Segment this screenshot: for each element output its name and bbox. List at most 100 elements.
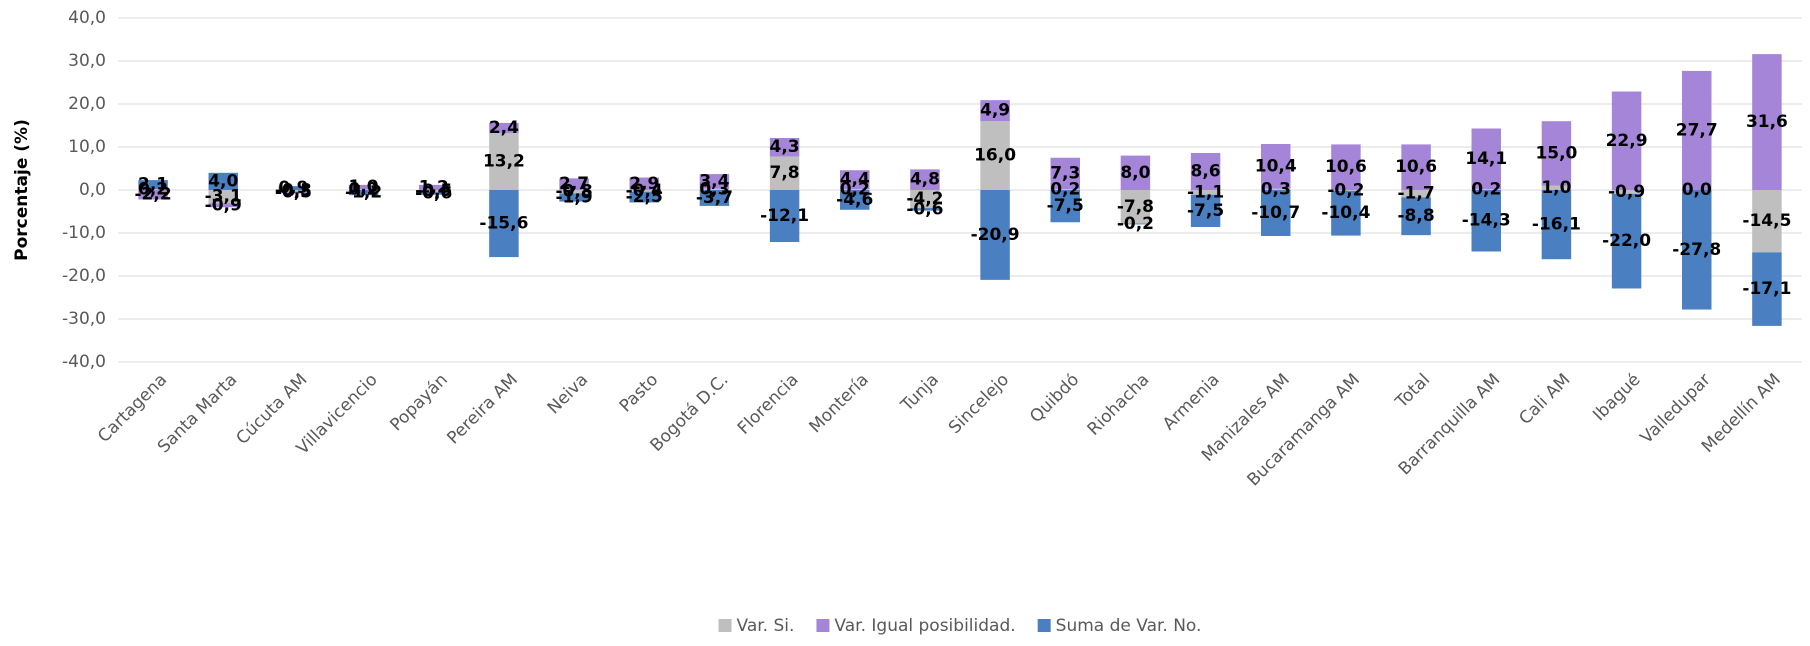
data-label: -12,1: [760, 206, 809, 226]
data-label: 3,4: [699, 171, 729, 191]
x-tick-label: Florencia: [734, 370, 803, 439]
bar-segment: [1120, 223, 1151, 225]
bar-segment: [559, 190, 589, 194]
bar-segment: [278, 186, 309, 190]
data-label: 31,6: [1746, 112, 1788, 132]
bar-segment: [699, 188, 730, 190]
data-label: 1,2: [419, 177, 449, 197]
data-label: 8,6: [1191, 162, 1221, 182]
data-label: -0,4: [626, 181, 663, 201]
bar-segment: [1261, 190, 1291, 237]
bar-segment: [1541, 121, 1572, 186]
data-label: -1,7: [1397, 184, 1434, 204]
data-label: 14,1: [1465, 149, 1507, 169]
data-label: -8,8: [1397, 206, 1434, 226]
x-tick-label: Ibagué: [1589, 370, 1644, 425]
bar-segment: [980, 190, 1010, 280]
legend-label: Suma de Var. No.: [1056, 616, 1202, 636]
bar-segment: [208, 172, 238, 190]
bar-segment: [1611, 190, 1642, 194]
bar-segment: [1752, 252, 1782, 326]
data-label: 4,3: [770, 137, 800, 157]
bar-segment: [1331, 190, 1361, 191]
data-label: -7,8: [1117, 197, 1154, 217]
data-label: -0,6: [415, 183, 452, 203]
bar-segment: [1331, 144, 1361, 190]
bar-segment: [348, 190, 379, 196]
data-label: -0,6: [906, 199, 943, 219]
x-tick-label: Montería: [806, 370, 873, 437]
data-label: 0,3: [699, 179, 729, 199]
bar-segment: [769, 190, 800, 243]
data-label: 8,0: [1120, 163, 1150, 183]
data-label: 27,7: [1676, 120, 1718, 140]
bar-segment: [1401, 144, 1431, 190]
data-label: -1,1: [1187, 182, 1224, 202]
data-label: 16,0: [974, 146, 1016, 166]
bar-segment: [629, 190, 659, 192]
data-label: -4,2: [906, 189, 943, 209]
bar-segment: [1120, 190, 1151, 224]
bar-segment: [489, 190, 519, 258]
x-tick-label: Quibdó: [1026, 370, 1083, 427]
bar-segment: [840, 170, 870, 190]
data-label: 0,2: [840, 180, 870, 200]
bar-segment: [1190, 190, 1221, 195]
bar-segment: [138, 189, 168, 190]
x-tick-label: Armenia: [1159, 370, 1224, 435]
data-label: -3,7: [696, 188, 733, 208]
data-label: 4,8: [910, 170, 940, 190]
data-label: -15,6: [479, 214, 528, 234]
data-label: 7,3: [1050, 163, 1080, 183]
bar-segment: [1471, 128, 1501, 190]
y-tick-label: -30,0: [62, 309, 106, 329]
bar-segment: [1050, 157, 1080, 190]
data-label: 4,4: [840, 170, 870, 190]
bar-segment: [1611, 193, 1642, 289]
data-label: 4,0: [208, 171, 238, 191]
bar-segment: [559, 193, 589, 202]
data-label: -0,2: [1327, 180, 1364, 200]
data-label: -0,5: [275, 182, 312, 202]
data-label: -2,5: [626, 187, 663, 207]
data-label: -20,9: [971, 225, 1020, 245]
data-label: 1,0: [349, 177, 379, 197]
data-label: 7,8: [770, 163, 800, 183]
y-tick-label: 0,0: [79, 180, 106, 200]
data-label: 15,0: [1535, 143, 1577, 163]
bar-segment: [489, 133, 519, 190]
bar-segment: [910, 190, 940, 209]
data-label: 0,9: [278, 178, 308, 198]
y-tick-label: -20,0: [62, 266, 106, 286]
data-label: -4,6: [836, 190, 873, 210]
data-label: -3,1: [205, 187, 242, 207]
data-label: -0,8: [555, 182, 592, 202]
data-label: 2,4: [489, 118, 519, 138]
bar-segment: [840, 189, 870, 190]
data-label: 10,6: [1325, 157, 1367, 177]
bar-segment: [1541, 185, 1572, 190]
data-label: -10,4: [1321, 203, 1370, 223]
data-label: -10,7: [1251, 203, 1300, 223]
bar-segment: [208, 203, 238, 208]
x-tick-label: Sincelejo: [945, 370, 1013, 438]
bar-segment: [1471, 189, 1501, 190]
data-label: 10,4: [1255, 156, 1297, 176]
y-tick-label: 10,0: [68, 137, 106, 157]
bar-segment: [348, 184, 379, 190]
data-label: 13,2: [483, 152, 525, 172]
y-tick-label: 40,0: [68, 8, 106, 28]
data-label: -16,1: [1532, 215, 1581, 235]
y-tick-label: 20,0: [68, 94, 106, 114]
data-label: 22,9: [1606, 131, 1648, 151]
bar-segment: [1471, 190, 1501, 252]
bar-segment: [489, 122, 519, 134]
data-label: -0,5: [415, 181, 452, 201]
bar-segment: [348, 189, 379, 190]
x-tick-label: Cali AM: [1515, 370, 1574, 429]
x-tick-label: Neiva: [544, 370, 592, 418]
data-label: -27,8: [1672, 240, 1721, 260]
bar-segment: [910, 169, 940, 190]
x-tick-label: Cartagena: [94, 370, 171, 447]
bar-segment: [1050, 189, 1080, 190]
